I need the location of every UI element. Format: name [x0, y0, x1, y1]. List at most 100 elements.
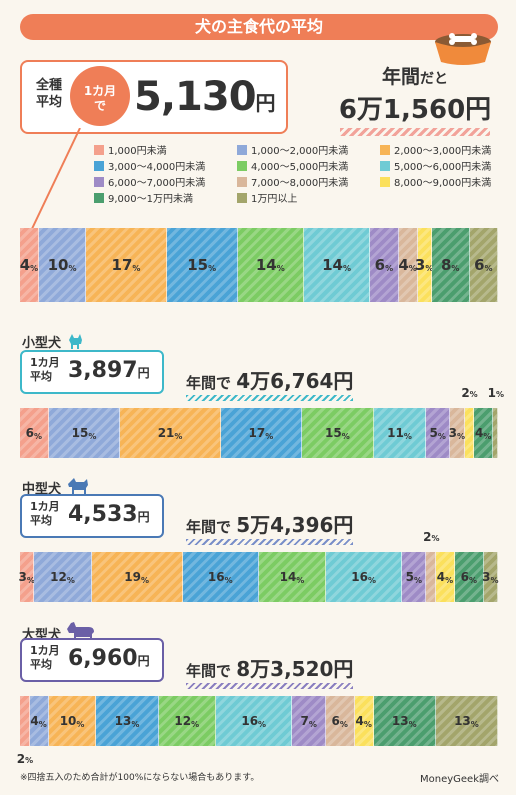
- annual-prefix: 年間: [381, 66, 420, 88]
- legend-item: 7,000〜8,000円未満: [237, 174, 348, 189]
- bar-segment: 14%: [237, 228, 304, 302]
- overall-label-line2: 平均: [36, 95, 63, 110]
- small-month-line1: 1カ月: [30, 356, 60, 369]
- bar-segment: 16%: [215, 696, 293, 746]
- segment-percent-sign: %: [367, 575, 376, 585]
- large-annual: 年間で 8万3,520円: [186, 653, 354, 689]
- bar-segment: 19%: [91, 552, 183, 602]
- bar-segment: 4%: [398, 228, 418, 302]
- legend-label: 6,000〜7,000円未満: [108, 178, 206, 189]
- segment-percent-sign: %: [483, 431, 492, 441]
- overall-label: 全種 平均: [36, 77, 72, 111]
- small-month-label: 1カ月 平均: [30, 356, 60, 384]
- segment-percent-sign: %: [484, 263, 493, 273]
- legend-label: 1,000〜2,000円未満: [251, 146, 349, 157]
- segment-percent-sign: %: [363, 719, 372, 729]
- segment-value: 21: [157, 426, 175, 440]
- segment-value: 2: [16, 752, 26, 766]
- bar-segment: 6%: [370, 228, 399, 302]
- segment-percent-sign: %: [343, 263, 352, 273]
- segment-percent-sign: %: [490, 575, 499, 585]
- bar-large: 2% 4% 10% 13% 12% 16% 7% 6% 4% 13% 13%: [17, 696, 498, 766]
- overall-annual-value: 6万1,560円: [338, 95, 492, 125]
- overall-label-line1: 全種: [36, 78, 63, 93]
- legend-item: 1,000〜2,000円未満: [237, 142, 348, 157]
- segment-percent-sign: %: [140, 575, 149, 585]
- segment-percent-sign: %: [174, 431, 183, 441]
- legend-item: 1,000円未満: [94, 142, 167, 157]
- bar-segment: 4%: [29, 696, 49, 746]
- segment-value: 15: [71, 426, 89, 440]
- small-annual-prefix: 年間で: [186, 374, 232, 392]
- segment-value: 7: [300, 714, 309, 728]
- bar-segment: 15%: [302, 408, 374, 458]
- large-month-line2: 平均: [30, 658, 52, 671]
- large-average-box: 1カ月 平均 6,960円: [20, 638, 164, 682]
- overall-value-number: 5,130: [134, 74, 257, 120]
- segment-external-label: 1%: [488, 386, 504, 400]
- legend-label: 4,000〜5,000円未満: [251, 162, 349, 173]
- segment-percent-sign: %: [131, 719, 140, 729]
- overall-value-unit: 円: [255, 91, 276, 115]
- segment-value: 14: [322, 256, 343, 274]
- segment-value: 6: [331, 714, 340, 728]
- legend-swatch: [237, 193, 247, 203]
- segment-percent-sign: %: [68, 263, 77, 273]
- bar-segment: [426, 552, 436, 602]
- bar-segment: 13%: [373, 696, 436, 746]
- bar-segment: 16%: [325, 552, 403, 602]
- large-monthly-value: 6,960円: [68, 646, 150, 671]
- legend-swatch: [380, 177, 390, 187]
- legend-label: 9,000〜1万円未満: [108, 194, 193, 205]
- segment-value: 16: [207, 570, 225, 584]
- small-dog-icon: [68, 334, 82, 349]
- large-value-unit: 円: [137, 654, 150, 668]
- small-value-unit: 円: [137, 366, 150, 380]
- segment-value: 13: [114, 714, 132, 728]
- bar-segment: 13%: [96, 696, 159, 746]
- month-badge-line2: で: [93, 99, 106, 113]
- segment-percent-sign: %: [30, 263, 39, 273]
- bar-segment: 4%: [435, 552, 455, 602]
- bar-segment: 6%: [469, 228, 498, 302]
- segment-percent-sign: %: [296, 575, 305, 585]
- month-badge-line1: 1カ月: [83, 84, 117, 98]
- overall-annual: 年間だと 6万1,560円: [325, 62, 505, 136]
- annual-underline: [340, 128, 490, 136]
- segment-percent-sign: %: [451, 263, 460, 273]
- bar-segment: 8%: [431, 228, 470, 302]
- segment-value: 16: [241, 714, 259, 728]
- segment-percent-sign: %: [88, 431, 97, 441]
- segment-value: 17: [248, 426, 266, 440]
- segment-percent-sign: %: [341, 431, 350, 441]
- medium-title-text: 中型犬: [22, 482, 62, 497]
- segment-percent-sign: %: [66, 575, 75, 585]
- bar-segment: 15%: [48, 408, 121, 458]
- bar-segment: 7%: [292, 696, 326, 746]
- bar-segment: [20, 696, 30, 746]
- large-dog-icon: [66, 622, 94, 643]
- segment-value: 4: [398, 256, 409, 274]
- segment-value: 4: [355, 714, 364, 728]
- segment-value: 2: [461, 386, 470, 400]
- legend-item: 9,000〜1万円未満: [94, 190, 193, 205]
- segment-percent-sign: %: [308, 719, 317, 729]
- segment-percent-sign: %: [457, 431, 466, 441]
- segment-value: 10: [47, 256, 69, 274]
- segment-external-label: 2%: [17, 752, 33, 766]
- legend-label: 8,000〜9,000円未満: [394, 178, 492, 189]
- bar-segment: 11%: [373, 408, 427, 458]
- dog-bowl-icon: [435, 33, 491, 65]
- segment-percent-sign: %: [38, 719, 47, 729]
- small-value-number: 3,897: [68, 358, 138, 383]
- segment-percent-sign: %: [470, 719, 479, 729]
- medium-annual: 年間で 5万4,396円: [186, 509, 354, 545]
- legend-label: 5,000〜6,000円未満: [394, 162, 492, 173]
- page-title: 犬の主食代の平均: [20, 14, 498, 40]
- medium-value-unit: 円: [137, 510, 150, 524]
- segment-percent-sign: %: [25, 756, 34, 765]
- segment-value: 4: [30, 714, 39, 728]
- segment-percent-sign: %: [437, 431, 446, 441]
- segment-percent-sign: %: [191, 719, 200, 729]
- segment-value: 5: [405, 570, 414, 584]
